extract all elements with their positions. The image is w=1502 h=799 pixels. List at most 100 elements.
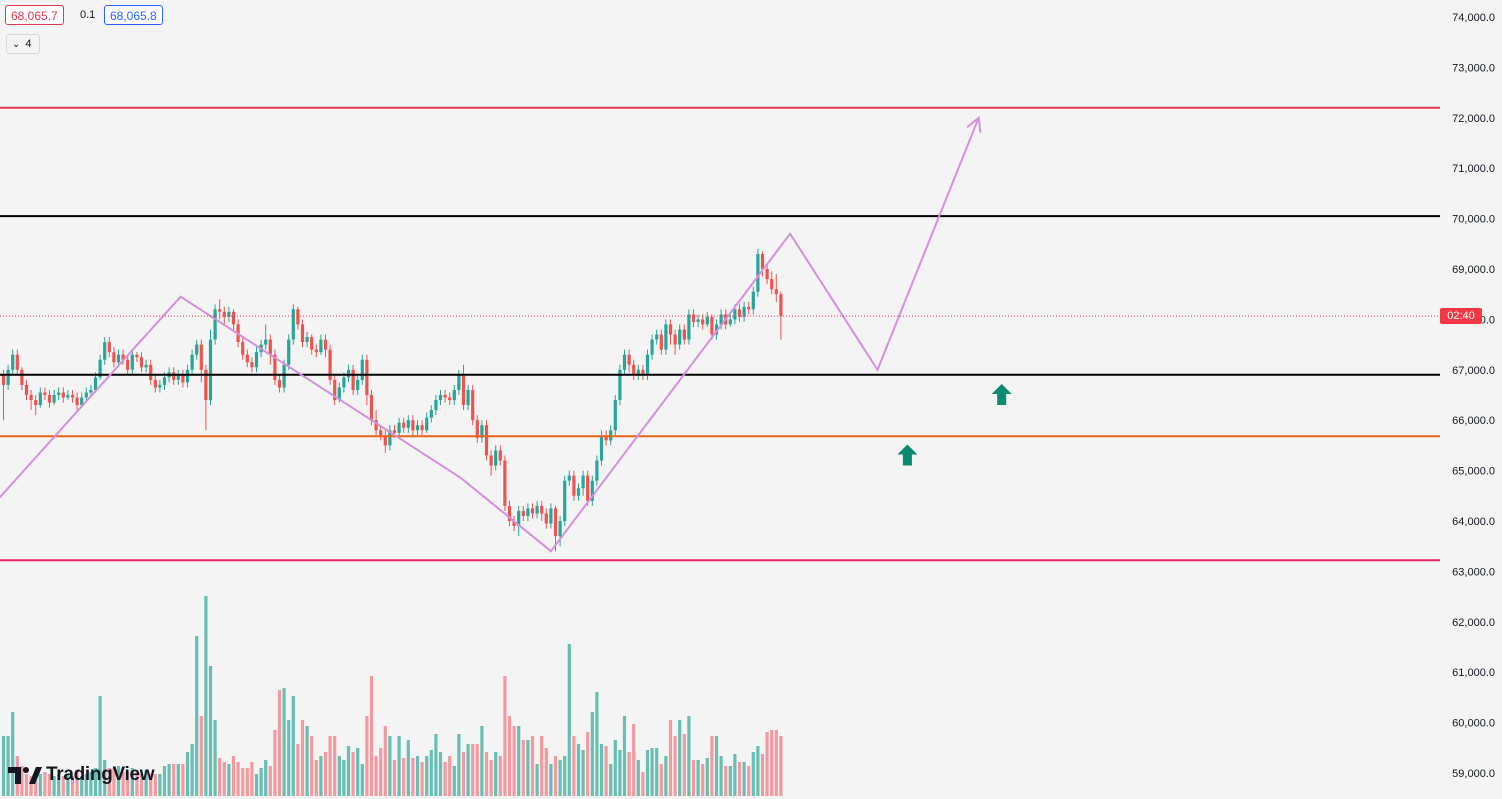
- candle-body: [728, 319, 732, 325]
- volume-bar: [208, 666, 213, 796]
- volume-bar: [558, 760, 562, 796]
- volume-bar: [687, 716, 691, 796]
- volume-bar: [586, 732, 590, 796]
- candle-body: [144, 364, 148, 368]
- up-arrow-icon: [897, 444, 918, 466]
- ask-price-box[interactable]: 68,065.8: [104, 5, 163, 25]
- volume-bar: [236, 762, 240, 796]
- volume-bar: [11, 712, 15, 796]
- volume-bar: [599, 744, 604, 796]
- candle-body: [121, 354, 125, 360]
- candle: [402, 417, 406, 433]
- candle: [172, 367, 176, 385]
- y-tick-label: 60,000.0: [1452, 718, 1495, 730]
- volume-bar: [185, 752, 190, 796]
- volume-bar: [346, 746, 351, 796]
- candle: [126, 354, 130, 375]
- candle: [632, 359, 636, 380]
- volume-bar: [328, 736, 332, 796]
- candle-body: [420, 425, 424, 431]
- candle: [241, 337, 245, 360]
- volume-bar: [213, 720, 217, 796]
- candle-body: [567, 475, 571, 481]
- volume-bar: [613, 740, 617, 796]
- candle-body: [742, 306, 746, 317]
- candle-body: [563, 480, 567, 521]
- candle-body: [337, 387, 341, 400]
- candle-body: [756, 253, 760, 292]
- candle: [756, 248, 760, 297]
- candle: [20, 367, 24, 390]
- volume-bar: [650, 748, 654, 796]
- indicators-collapse-button[interactable]: ⌄ 4: [6, 34, 40, 54]
- volume-bar: [420, 762, 424, 796]
- candle: [576, 483, 581, 501]
- volume-bar: [24, 774, 29, 796]
- candle: [668, 319, 673, 345]
- volume-bar: [535, 764, 539, 796]
- candle-body: [24, 384, 29, 395]
- volume-bar: [47, 774, 52, 796]
- candle: [484, 420, 489, 461]
- candle-body: [659, 334, 663, 350]
- volume-bar: [521, 740, 525, 796]
- candle: [406, 415, 410, 433]
- candle-body: [540, 505, 544, 514]
- volume-bar: [259, 768, 263, 796]
- volume-bar: [443, 762, 447, 796]
- candle: [411, 415, 415, 436]
- candle-body: [747, 306, 751, 310]
- volume-bar: [153, 774, 157, 796]
- candle: [291, 304, 295, 345]
- candle: [604, 430, 608, 446]
- candle-body: [222, 311, 226, 317]
- volume-bar: [245, 768, 249, 796]
- y-tick-label: 64,000.0: [1452, 516, 1495, 528]
- candle: [52, 390, 56, 406]
- volume-bar: [93, 768, 98, 796]
- candle-body: [751, 291, 755, 310]
- candle-body: [599, 435, 604, 461]
- candle: [365, 354, 369, 406]
- volume-bar: [319, 756, 323, 796]
- volume-bar: [264, 760, 268, 796]
- candle: [691, 309, 696, 327]
- volume-bar: [360, 764, 364, 796]
- candle-body: [664, 324, 668, 350]
- candle: [121, 349, 125, 365]
- y-tick-label: 62,000.0: [1452, 617, 1495, 629]
- candle: [471, 384, 475, 426]
- bid-price-box[interactable]: 68,065.7: [5, 5, 64, 25]
- candle: [199, 339, 203, 383]
- candle: [103, 337, 107, 365]
- candle-body: [733, 309, 737, 320]
- candle-body: [682, 329, 686, 340]
- indicator-count: 4: [25, 38, 32, 50]
- signal-arrows: [897, 384, 1012, 466]
- candle: [425, 412, 429, 433]
- candle: [287, 334, 291, 370]
- tradingview-logo[interactable]: TradingView: [8, 763, 155, 787]
- candle-body: [586, 475, 590, 501]
- volume-bar: [751, 752, 755, 796]
- volume-bar: [273, 730, 277, 796]
- candle-body: [779, 294, 783, 317]
- candle-body: [489, 455, 493, 466]
- candle: [397, 417, 401, 438]
- candle-body: [411, 420, 415, 431]
- volume-bar: [461, 752, 466, 796]
- volume-bar: [282, 688, 286, 796]
- volume-bar: [158, 774, 162, 796]
- candle: [305, 332, 309, 348]
- candle-body: [1, 374, 6, 385]
- candle: [300, 319, 305, 348]
- candle: [475, 415, 479, 443]
- candle: [507, 500, 512, 526]
- volume-bar: [89, 772, 93, 796]
- candle-body: [383, 435, 387, 446]
- candle: [613, 395, 617, 436]
- candle-body: [618, 369, 622, 400]
- candle: [15, 349, 19, 375]
- volume-bar: [544, 748, 548, 796]
